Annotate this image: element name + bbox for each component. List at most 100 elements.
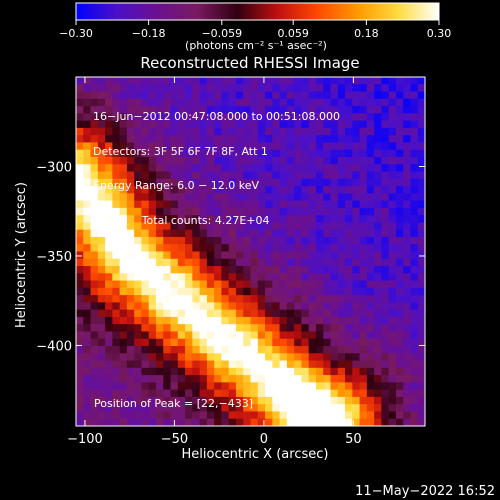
- heatmap-cell: [228, 331, 237, 340]
- heatmap-cell: [330, 84, 339, 93]
- heatmap-cell: [235, 149, 244, 158]
- heatmap-cell: [214, 178, 223, 187]
- heatmap-cell: [337, 287, 346, 296]
- heatmap-cell: [163, 113, 172, 122]
- heatmap-cell: [337, 77, 346, 85]
- heatmap-cell: [206, 186, 215, 194]
- heatmap-cell: [199, 280, 208, 289]
- heatmap-cell: [388, 178, 397, 187]
- heatmap-cell: [381, 222, 390, 231]
- heatmap-cell: [250, 171, 259, 180]
- heatmap-cell: [403, 215, 412, 224]
- heatmap-cell: [126, 389, 135, 398]
- heatmap-cell: [301, 106, 310, 114]
- heatmap-cell: [395, 302, 404, 311]
- heatmap-cell: [315, 418, 324, 426]
- heatmap-cell: [112, 338, 121, 347]
- x-tick-label: −100: [67, 432, 103, 447]
- heatmap-cell: [112, 295, 121, 303]
- heatmap-cell: [395, 389, 404, 398]
- heatmap-cell: [206, 309, 215, 318]
- heatmap-cell: [395, 404, 404, 413]
- heatmap-cell: [119, 418, 128, 426]
- heatmap-cell: [410, 389, 419, 398]
- heatmap-cell: [359, 215, 368, 224]
- heatmap-cell: [228, 396, 237, 405]
- heatmap-cell: [112, 389, 121, 398]
- heatmap-cell: [250, 178, 259, 187]
- heatmap-cell: [214, 360, 223, 369]
- heatmap-cell: [192, 273, 201, 282]
- heatmap-cell: [141, 309, 150, 318]
- heatmap-cell: [345, 375, 353, 383]
- heatmap-cell: [105, 120, 113, 129]
- heatmap-cell: [83, 302, 92, 311]
- heatmap-cell: [359, 396, 368, 405]
- heatmap-cell: [90, 178, 99, 187]
- heatmap-cell: [366, 251, 375, 260]
- heatmap-cell: [228, 142, 237, 151]
- heatmap-cell: [148, 215, 157, 224]
- heatmap-cell: [250, 302, 259, 311]
- heatmap-cell: [359, 302, 368, 311]
- heatmap-cell: [221, 77, 230, 85]
- heatmap-cell: [90, 273, 99, 282]
- heatmap-cell: [221, 200, 230, 209]
- heatmap-cell: [410, 309, 419, 318]
- heatmap-cell: [192, 375, 201, 383]
- heatmap-cell: [235, 251, 244, 260]
- heatmap-cell: [235, 91, 244, 100]
- heatmap-cell: [134, 156, 143, 165]
- heatmap-cell: [374, 287, 382, 296]
- heatmap-cell: [315, 106, 324, 114]
- heatmap-cell: [337, 389, 346, 398]
- heatmap-cell: [185, 309, 193, 318]
- heatmap-cell: [359, 207, 368, 216]
- heatmap-cell: [359, 120, 368, 129]
- heatmap-cell: [352, 404, 361, 413]
- heatmap-cell: [257, 120, 266, 129]
- heatmap-cell: [199, 324, 208, 333]
- heatmap-cell: [403, 120, 412, 129]
- heatmap-cell: [323, 309, 332, 318]
- heatmap-cell: [126, 98, 135, 107]
- heatmap-cell: [126, 280, 135, 289]
- heatmap-cell: [148, 287, 157, 296]
- heatmap-cell: [337, 258, 346, 267]
- heatmap-cell: [374, 302, 382, 311]
- heatmap-cell: [163, 382, 172, 391]
- heatmap-cell: [417, 396, 425, 405]
- heatmap-cell: [221, 178, 230, 187]
- heatmap-cell: [76, 229, 84, 238]
- heatmap-cell: [272, 360, 281, 369]
- heatmap-cell: [403, 207, 412, 216]
- heatmap-cell: [185, 404, 193, 413]
- heatmap-cell: [221, 404, 230, 413]
- heatmap-cell: [272, 295, 281, 303]
- heatmap-cell: [199, 353, 208, 362]
- heatmap-cell: [374, 396, 382, 405]
- heatmap-cell: [374, 346, 382, 354]
- heatmap-cell: [206, 229, 215, 238]
- heatmap-cell: [250, 273, 259, 282]
- heatmap-cell: [177, 193, 186, 202]
- heatmap-cell: [112, 316, 121, 325]
- heatmap-cell: [250, 389, 259, 398]
- heatmap-cell: [417, 149, 425, 158]
- heatmap-cell: [163, 77, 172, 85]
- heatmap-cell: [163, 164, 172, 173]
- heatmap-cell: [155, 142, 164, 151]
- heatmap-cell: [192, 353, 201, 362]
- heatmap-cell: [97, 266, 106, 274]
- heatmap-cell: [126, 186, 135, 194]
- heatmap-cell: [170, 113, 179, 122]
- heatmap-cell: [148, 309, 157, 318]
- heatmap-cell: [97, 186, 106, 194]
- heatmap-cell: [206, 207, 215, 216]
- heatmap-cell: [352, 302, 361, 311]
- heatmap-cell: [243, 280, 252, 289]
- heatmap-cell: [388, 404, 397, 413]
- heatmap-cell: [90, 389, 99, 398]
- heatmap-cell: [374, 207, 382, 216]
- heatmap-cell: [112, 171, 121, 180]
